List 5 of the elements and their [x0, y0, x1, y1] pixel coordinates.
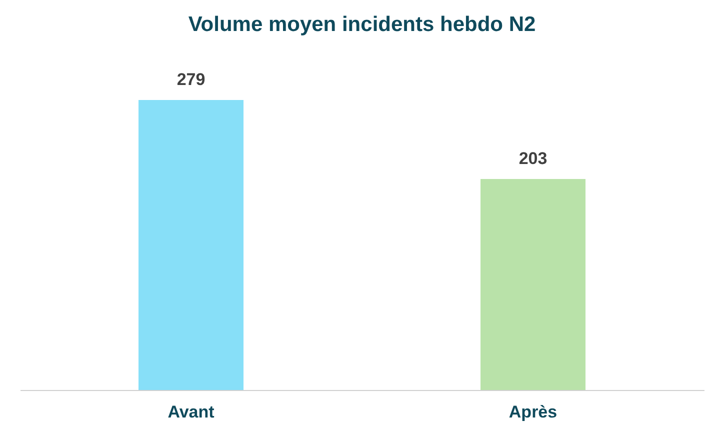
data-label: 279	[176, 70, 206, 90]
data-label: 203	[518, 149, 548, 168]
chart-title: Volume moyen incidents hebdo N2	[188, 13, 536, 36]
x-tick-label: Avant	[168, 402, 215, 422]
x-tick-label: Après	[508, 402, 558, 422]
